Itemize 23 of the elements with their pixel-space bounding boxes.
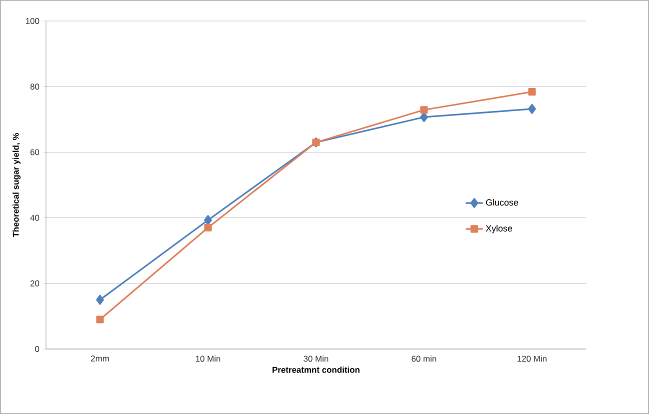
y-tick-label: 0: [35, 346, 40, 352]
x-tick-label: 30 Min: [304, 356, 328, 362]
point: [528, 88, 536, 96]
point: [528, 104, 536, 114]
legend-label: Xylose: [486, 224, 512, 234]
point: [420, 106, 428, 114]
x-tick-label: 60 min: [412, 356, 436, 362]
point: [204, 215, 212, 226]
y-tick-label: 20: [30, 280, 40, 286]
y-tick-label: 80: [30, 84, 40, 90]
point: [204, 224, 212, 232]
legend-label: Glucose: [486, 199, 518, 206]
x-tick-label: 120 Min: [518, 356, 546, 362]
point: [96, 316, 104, 324]
y-tick-label: 100: [26, 18, 40, 24]
point: [420, 112, 428, 122]
x-tick-label: 2mm: [91, 356, 109, 362]
y-tick-label: 60: [30, 149, 40, 156]
point: [96, 294, 104, 305]
x-tick-label: 10 Min: [196, 356, 220, 362]
y-tick-label: 40: [30, 214, 40, 221]
x-axis-title: Pretreatmnt condition: [272, 366, 360, 373]
y-axis-title: Theoretical sugar yield, %: [12, 132, 21, 238]
